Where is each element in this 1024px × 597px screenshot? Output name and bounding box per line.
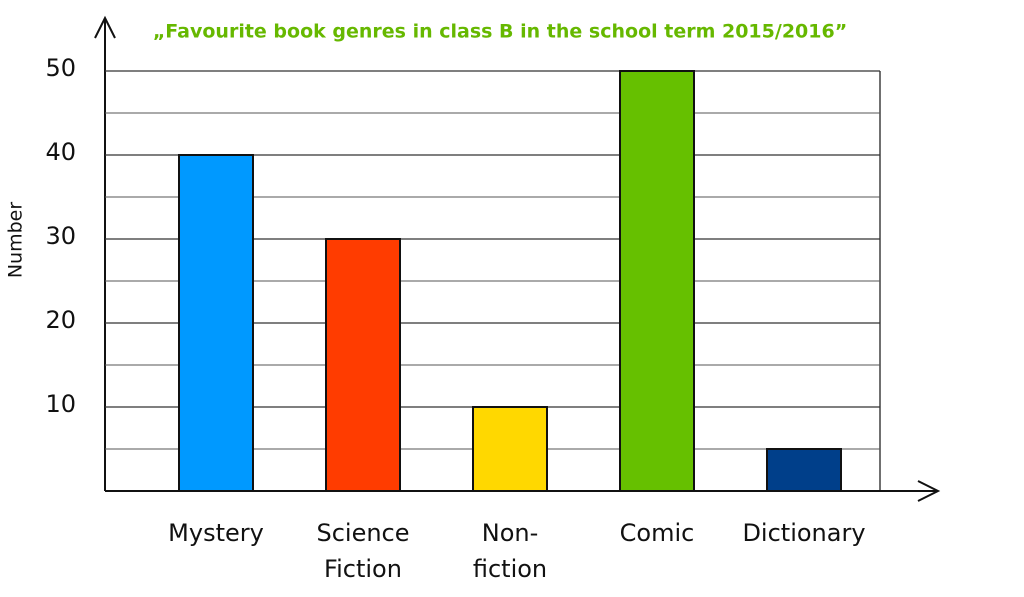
- x-tick-label: Dictionary: [742, 519, 866, 547]
- bar: [766, 448, 842, 492]
- bar: [178, 154, 254, 492]
- y-tick-label: 10: [45, 390, 76, 418]
- chart-title: „Favourite book genres in class B in the…: [153, 21, 847, 43]
- x-tick-label: Mystery: [168, 519, 264, 547]
- y-tick-label: 50: [45, 54, 76, 82]
- y-tick-label: 30: [45, 222, 76, 250]
- y-axis-arrow: [94, 15, 116, 39]
- x-tick-label: Non- fiction: [472, 519, 548, 583]
- bar: [325, 238, 401, 492]
- x-tick-label: Science Fiction: [316, 519, 410, 583]
- y-tick-label: 40: [45, 138, 76, 166]
- x-axis-arrow: [917, 480, 941, 502]
- bar: [619, 70, 695, 492]
- y-axis-label: Number: [5, 202, 27, 279]
- x-tick-label: Comic: [619, 519, 695, 547]
- bar: [472, 406, 548, 492]
- y-tick-label: 20: [45, 306, 76, 334]
